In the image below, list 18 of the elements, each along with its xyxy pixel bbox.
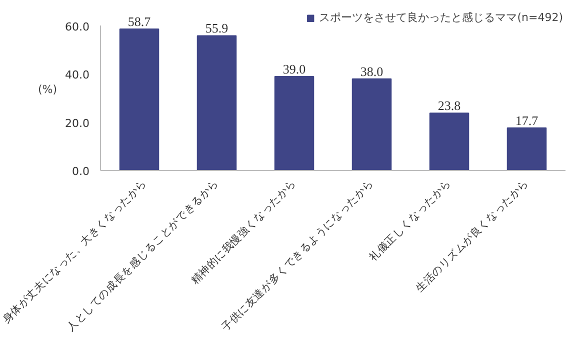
y-tick-label: 20.0 bbox=[65, 116, 90, 130]
text: 38.0 bbox=[360, 64, 384, 79]
legend-label: スポーツをさせて良かったと感じるママ(n=492) bbox=[319, 10, 563, 25]
text: 58.7 bbox=[128, 14, 151, 29]
y-tick-label: 60.0 bbox=[65, 20, 90, 34]
bar bbox=[196, 35, 237, 170]
text: 55.9 bbox=[205, 20, 228, 36]
y-axis-title: (%) bbox=[38, 83, 58, 96]
bar bbox=[506, 127, 547, 170]
y-tick-label: 0.0 bbox=[72, 165, 90, 178]
y-tick-label: 40.0 bbox=[65, 68, 90, 82]
bar bbox=[119, 28, 160, 170]
bar bbox=[352, 78, 392, 170]
text: 39.0 bbox=[282, 61, 306, 76]
text: 23.8 bbox=[438, 98, 461, 114]
text: 17.7 bbox=[515, 112, 538, 128]
bar bbox=[274, 76, 314, 170]
bar bbox=[429, 112, 470, 170]
